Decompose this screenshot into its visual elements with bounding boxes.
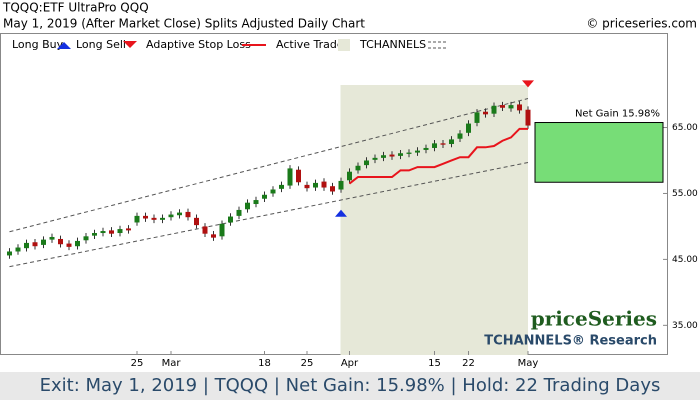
candle-body: [15, 247, 21, 252]
candle-body: [389, 154, 395, 157]
candle-body: [245, 202, 250, 210]
y-tick-label: 45.00: [672, 255, 698, 265]
candle-body: [32, 242, 38, 247]
candle-body: [508, 105, 514, 109]
stop-line: [348, 127, 528, 185]
plot-frame: [0, 33, 668, 355]
candle-body: [168, 214, 174, 218]
candle-body: [228, 216, 233, 223]
candle-body: [338, 180, 344, 190]
watermark-2: TCHANNELS® Research: [484, 334, 657, 349]
candle-body: [100, 231, 106, 234]
candle-body: [126, 228, 131, 231]
candle-body: [279, 184, 284, 189]
candle-body: [7, 251, 12, 256]
candle-body: [109, 230, 114, 234]
legend-label: Long Buy: [12, 38, 64, 51]
candle-body: [49, 236, 55, 240]
candle-body: [177, 212, 182, 216]
candle-body: [41, 239, 46, 245]
candle-body: [364, 160, 369, 166]
candle-body: [117, 229, 123, 234]
footer: Exit: May 1, 2019 | TQQQ | Net Gain: 15.…: [0, 372, 700, 400]
candle-body: [355, 165, 361, 171]
candle-body: [432, 143, 437, 148]
y-tick-label: 35.00: [672, 321, 698, 331]
y-tick-label: 55.00: [672, 189, 698, 199]
candle-body: [330, 186, 335, 192]
chart: TQQQ:ETF UltraPro QQQ May 1, 2019 (After…: [0, 1, 698, 369]
legend-label: TCHANNELS: [359, 38, 426, 51]
candle-body: [347, 171, 352, 181]
candle-body: [381, 155, 386, 158]
candle-body: [66, 243, 72, 247]
candle-body: [457, 133, 463, 139]
candle-body: [83, 236, 89, 241]
candle-body: [270, 189, 276, 194]
candle-body: [211, 234, 216, 238]
candle-body: [449, 139, 454, 145]
candle-body: [491, 105, 497, 114]
y-tick-label: 65.00: [672, 123, 698, 133]
chart-subtitle: May 1, 2019 (After Market Close) Splits …: [3, 17, 365, 31]
watermark: priceSeries: [531, 307, 657, 331]
candle-body: [185, 211, 191, 218]
candle-body: [75, 240, 80, 247]
candle-body: [406, 152, 412, 154]
legend-label: Long Sell: [76, 38, 126, 51]
candle-body: [398, 153, 403, 156]
legend-label: Adaptive Stop Loss: [146, 38, 251, 51]
x-tick-label: May: [518, 358, 539, 369]
candle-body: [525, 109, 531, 126]
candle-body: [304, 184, 310, 189]
x-tick-label: Mar: [162, 358, 182, 369]
x-tick-label: 25: [131, 358, 144, 369]
legend-label: Active Trade: [276, 38, 344, 51]
legend-active-icon: [338, 39, 350, 51]
x-tick-label: 18: [258, 358, 271, 369]
legend-buy-icon: [57, 42, 71, 49]
candle-body: [321, 181, 327, 188]
x-tick-label: 25: [301, 358, 314, 369]
candle-body: [415, 150, 420, 153]
candle-body: [483, 111, 488, 115]
net-gain-box: [534, 122, 664, 183]
candle-body: [296, 169, 301, 183]
channel-line: [9, 98, 529, 233]
candle-body: [262, 194, 267, 199]
sell-arrow: [522, 80, 534, 88]
candle-body: [474, 112, 480, 123]
candle-body: [194, 217, 199, 226]
candle-body: [219, 223, 225, 237]
candle-body: [143, 215, 148, 219]
candle-body: [236, 209, 242, 216]
buy-arrow: [335, 209, 347, 217]
candle-body: [58, 238, 63, 245]
candle-body: [466, 123, 471, 133]
candle-body: [423, 147, 429, 150]
candle-body: [253, 200, 259, 205]
candle-body: [134, 215, 140, 223]
candle-body: [313, 182, 318, 188]
candle-body: [202, 226, 208, 234]
active-trade: [340, 85, 528, 355]
candle-body: [92, 233, 97, 236]
candle-body: [287, 168, 293, 186]
candle-body: [440, 143, 446, 145]
candle-body: [372, 157, 378, 160]
net-gain-label: Net Gain 15.98%: [575, 109, 660, 120]
source: © priceseries.com: [586, 17, 697, 31]
x-tick-label: 15: [428, 358, 441, 369]
candle-body: [517, 104, 522, 111]
legend-sell-icon: [123, 41, 137, 48]
candle-body: [500, 105, 505, 108]
chart-title: TQQQ:ETF UltraPro QQQ: [2, 1, 149, 15]
candle-body: [151, 217, 157, 220]
candle-body: [160, 217, 165, 220]
x-tick-label: Apr: [341, 358, 359, 369]
candle-body: [24, 242, 29, 249]
x-tick-label: 22: [462, 358, 475, 369]
